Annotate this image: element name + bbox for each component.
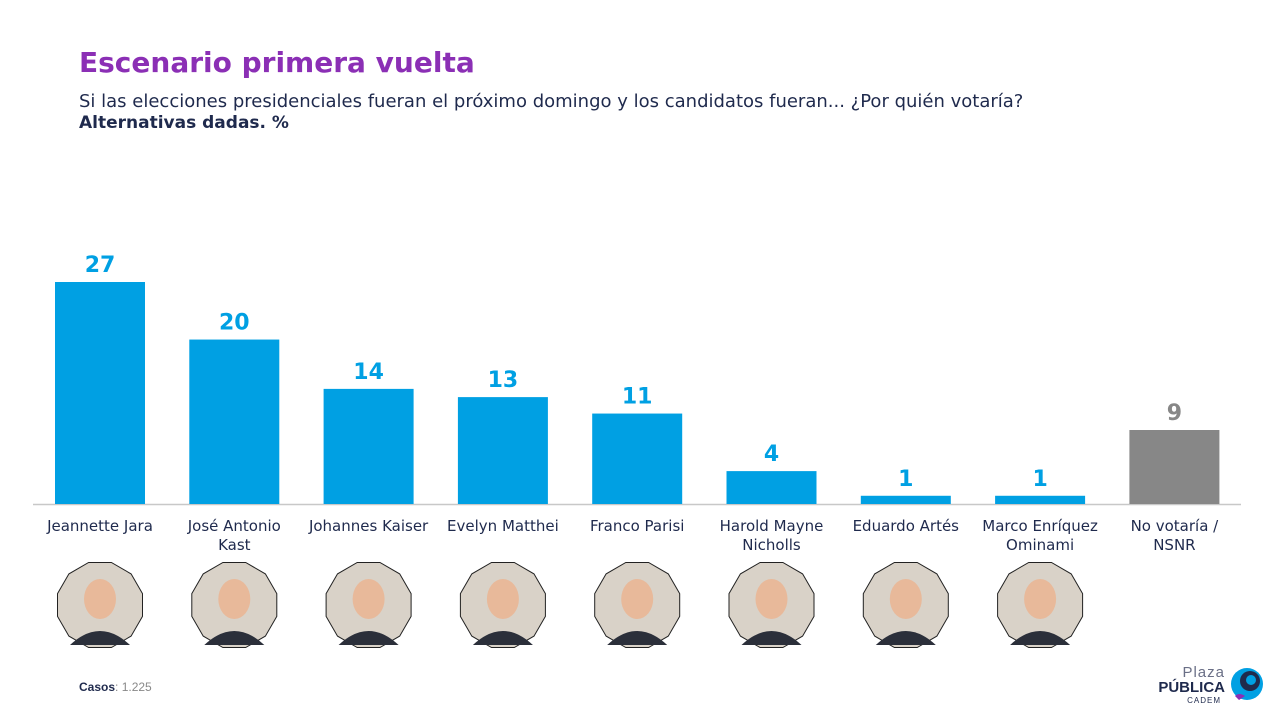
data-label: 20 xyxy=(219,311,250,336)
data-label: 13 xyxy=(488,368,519,393)
photo-face xyxy=(1024,579,1057,619)
data-label: 11 xyxy=(622,385,653,410)
data-label: 1 xyxy=(1032,467,1047,492)
logo-line-3: CADEM xyxy=(1187,696,1221,705)
logo-mark-icon xyxy=(1231,668,1263,700)
category-label: Evelyn Matthei xyxy=(447,517,559,535)
category-label: Nicholls xyxy=(742,536,801,554)
data-label: 4 xyxy=(764,442,779,467)
photo-face xyxy=(84,579,116,619)
category-label: No votaría / xyxy=(1131,517,1220,535)
photo-shoulders xyxy=(204,631,265,645)
chart-note: Alternativas dadas. % xyxy=(79,113,289,133)
data-label: 1 xyxy=(898,467,913,492)
photo-face xyxy=(352,579,385,619)
photo-shoulders xyxy=(472,631,533,645)
logo-line-1: Plaza xyxy=(1182,664,1225,681)
bar xyxy=(189,339,280,504)
category-label: Franco Parisi xyxy=(590,517,684,535)
photo-shoulders xyxy=(741,631,802,645)
category-label: Harold Mayne xyxy=(720,517,824,535)
photo-face xyxy=(486,579,519,619)
bar xyxy=(1129,430,1220,504)
category-label: Kast xyxy=(218,536,251,554)
category-label: Johannes Kaiser xyxy=(308,517,429,535)
chart-title: Escenario primera vuelta xyxy=(79,46,475,79)
bar xyxy=(726,471,817,504)
photo-shoulders xyxy=(1010,631,1071,645)
category-label: Jeannette Jara xyxy=(46,517,153,535)
photo-face xyxy=(218,579,251,619)
category-label: Eduardo Artés xyxy=(853,517,960,535)
logo-line-2: PÚBLICA xyxy=(1158,679,1225,696)
category-label: NSNR xyxy=(1153,536,1195,554)
bar xyxy=(323,388,414,504)
bar xyxy=(995,495,1086,504)
category-label: Marco Enríquez xyxy=(982,517,1098,535)
bar xyxy=(860,495,951,504)
data-label: 27 xyxy=(85,253,116,278)
category-label: José Antonio xyxy=(187,517,281,535)
bar xyxy=(55,282,145,504)
chart-subtitle: Si las elecciones presidenciales fueran … xyxy=(79,91,1024,112)
photo-face xyxy=(755,579,788,619)
photo-shoulders xyxy=(338,631,399,645)
data-label: 9 xyxy=(1167,401,1182,426)
cases-note: Casos: 1.225 xyxy=(79,680,152,694)
cases-value: : 1.225 xyxy=(115,680,152,694)
bar xyxy=(457,397,548,504)
category-label: Ominami xyxy=(1006,536,1074,554)
photo-shoulders xyxy=(875,631,936,645)
photo-shoulders xyxy=(70,631,130,645)
photo-face xyxy=(889,579,922,619)
data-label: 14 xyxy=(353,360,384,385)
plaza-publica-logo: Plaza PÚBLICA CADEM xyxy=(1140,664,1265,708)
bar xyxy=(592,413,683,504)
cases-label: Casos xyxy=(79,680,116,694)
photo-shoulders xyxy=(607,631,668,645)
photo-face xyxy=(621,579,654,619)
